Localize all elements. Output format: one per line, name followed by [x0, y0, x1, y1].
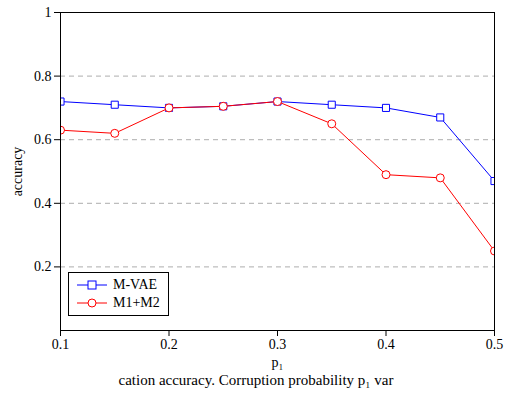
svg-text:0.1: 0.1: [52, 337, 70, 352]
html-text:M1+M2: M1+M2: [113, 295, 160, 310]
svg-text:p₁: p₁: [272, 355, 284, 370]
html-text:M-VAE: M-VAE: [113, 277, 158, 292]
svg-text:0.4: 0.4: [377, 337, 395, 352]
svg-text:accuracy: accuracy: [10, 147, 25, 197]
svg-text:0.2: 0.2: [160, 337, 178, 352]
svg-text:0.5: 0.5: [486, 337, 504, 352]
html-text:cation accuracy. Corruption pr: cation accuracy. Corruption probability …: [118, 372, 394, 388]
svg-text:0.8: 0.8: [34, 69, 52, 84]
svg-text:0.3: 0.3: [269, 337, 287, 352]
svg-text:0.6: 0.6: [34, 132, 52, 147]
svg-text:0.2: 0.2: [34, 259, 52, 274]
svg-text:1: 1: [45, 5, 52, 20]
svg-text:0.4: 0.4: [34, 196, 52, 211]
